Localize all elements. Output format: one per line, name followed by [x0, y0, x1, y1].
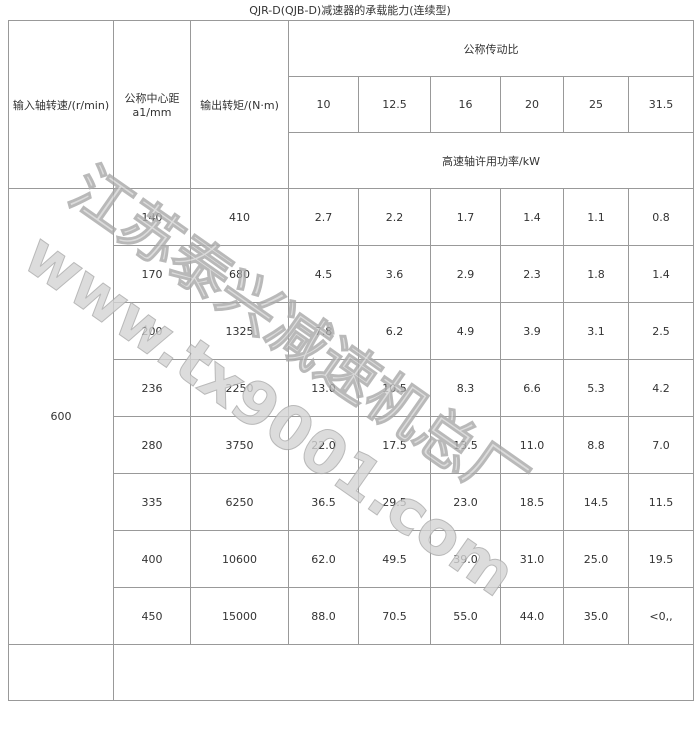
- power-cell: 2.2: [358, 188, 431, 246]
- power-cell: 44.0: [500, 587, 564, 645]
- power-cell: 1.4: [628, 245, 694, 303]
- header-power: 高速轴许用功率/kW: [288, 132, 694, 189]
- torque-cell: 3750: [190, 416, 289, 474]
- table-row: 335 6250 36.5 29.5 23.0 18.5 14.5 11.5: [9, 473, 694, 531]
- torque-cell: 410: [190, 188, 289, 246]
- power-cell: 2.3: [500, 245, 564, 303]
- header-input-speed: 输入轴转速/(r/min): [8, 20, 114, 189]
- table-row: 200 1325 7.8 6.2 4.9 3.9 3.1 2.5: [9, 302, 694, 360]
- power-cell: 49.5: [358, 530, 431, 588]
- power-cell: 7.8: [288, 302, 359, 360]
- center-distance-cell: 200: [113, 302, 191, 360]
- power-cell: 1.1: [563, 188, 629, 246]
- power-cell: 1.8: [563, 245, 629, 303]
- table-row: 400 10600 62.0 49.5 39.0 31.0 25.0 19.5: [9, 530, 694, 588]
- center-distance-cell: 170: [113, 245, 191, 303]
- power-cell: 4.2: [628, 359, 694, 417]
- empty-row: [113, 644, 694, 701]
- power-cell: 4.5: [288, 245, 359, 303]
- center-distance-cell: 140: [113, 188, 191, 246]
- power-cell: 62.0: [288, 530, 359, 588]
- power-cell: 6.2: [358, 302, 431, 360]
- power-cell: 25.0: [563, 530, 629, 588]
- power-cell: 19.5: [628, 530, 694, 588]
- table-row: 170 680 4.5 3.6 2.9 2.3 1.8 1.4: [9, 245, 694, 303]
- ratio-header: 20: [500, 76, 564, 133]
- power-cell: 3.9: [500, 302, 564, 360]
- power-cell: 22.0: [288, 416, 359, 474]
- center-distance-cell: 280: [113, 416, 191, 474]
- power-cell: 2.7: [288, 188, 359, 246]
- power-cell: 70.5: [358, 587, 431, 645]
- ratio-header: 12.5: [358, 76, 431, 133]
- power-cell: 13.0: [288, 359, 359, 417]
- center-distance-cell: 335: [113, 473, 191, 531]
- power-cell: 36.5: [288, 473, 359, 531]
- power-cell: 4.9: [430, 302, 501, 360]
- capacity-table: 输入轴转速/(r/min) 公称中心距 a1/mm 输出转矩/(N·m) 公称传动…: [8, 20, 694, 701]
- power-cell: 2.9: [430, 245, 501, 303]
- torque-cell: 1325: [190, 302, 289, 360]
- table-row: 600 140 410 2.7 2.2 1.7 1.4 1.1 0.8: [8, 188, 694, 645]
- power-cell: 39.0: [430, 530, 501, 588]
- power-cell: 8.8: [563, 416, 629, 474]
- table-row: 450 15000 88.0 70.5 55.0 44.0 35.0 <0,,: [9, 587, 694, 645]
- torque-cell: 10600: [190, 530, 289, 588]
- table-title: QJR-D(QJB-D)减速器的承载能力(连续型): [249, 4, 451, 17]
- power-cell: 7.0: [628, 416, 694, 474]
- power-cell: 11.0: [500, 416, 564, 474]
- power-cell: <0,,: [628, 587, 694, 645]
- table-row: 236 2250 13.0 10.5 8.3 6.6 5.3 4.2: [9, 359, 694, 417]
- table-row: 280 3750 22.0 17.5 13.5 11.0 8.8 7.0: [9, 416, 694, 474]
- power-cell: 55.0: [430, 587, 501, 645]
- torque-cell: 680: [190, 245, 289, 303]
- torque-cell: 15000: [190, 587, 289, 645]
- torque-cell: 6250: [190, 473, 289, 531]
- power-cell: 29.5: [358, 473, 431, 531]
- power-cell: 0.8: [628, 188, 694, 246]
- power-cell: 17.5: [358, 416, 431, 474]
- center-distance-cell: 236: [113, 359, 191, 417]
- header-center-distance: 公称中心距 a1/mm: [113, 20, 191, 189]
- empty-cell: [8, 644, 114, 701]
- power-cell: 8.3: [430, 359, 501, 417]
- center-distance-cell: 400: [113, 530, 191, 588]
- center-distance-cell: 450: [113, 587, 191, 645]
- header-center-distance-unit: a1/mm: [132, 106, 172, 119]
- header-output-torque: 输出转矩/(N·m): [190, 20, 289, 189]
- ratio-header: 31.5: [628, 76, 694, 133]
- power-cell: 1.7: [430, 188, 501, 246]
- power-cell: 35.0: [563, 587, 629, 645]
- ratio-header: 10: [288, 76, 359, 133]
- power-cell: 5.3: [563, 359, 629, 417]
- torque-cell: 2250: [190, 359, 289, 417]
- power-cell: 6.6: [500, 359, 564, 417]
- power-cell: 13.5: [430, 416, 501, 474]
- power-cell: 3.1: [563, 302, 629, 360]
- power-cell: 3.6: [358, 245, 431, 303]
- power-cell: 18.5: [500, 473, 564, 531]
- power-cell: 88.0: [288, 587, 359, 645]
- header-center-distance-label: 公称中心距: [124, 92, 180, 105]
- ratio-header: 25: [563, 76, 629, 133]
- power-cell: 10.5: [358, 359, 431, 417]
- power-cell: 1.4: [500, 188, 564, 246]
- power-cell: 23.0: [430, 473, 501, 531]
- power-cell: 11.5: [628, 473, 694, 531]
- input-speed-cell: 600: [8, 188, 114, 645]
- header-ratio-group: 公称传动比: [288, 20, 694, 77]
- ratio-header: 16: [430, 76, 501, 133]
- power-cell: 31.0: [500, 530, 564, 588]
- power-cell: 14.5: [563, 473, 629, 531]
- power-cell: 2.5: [628, 302, 694, 360]
